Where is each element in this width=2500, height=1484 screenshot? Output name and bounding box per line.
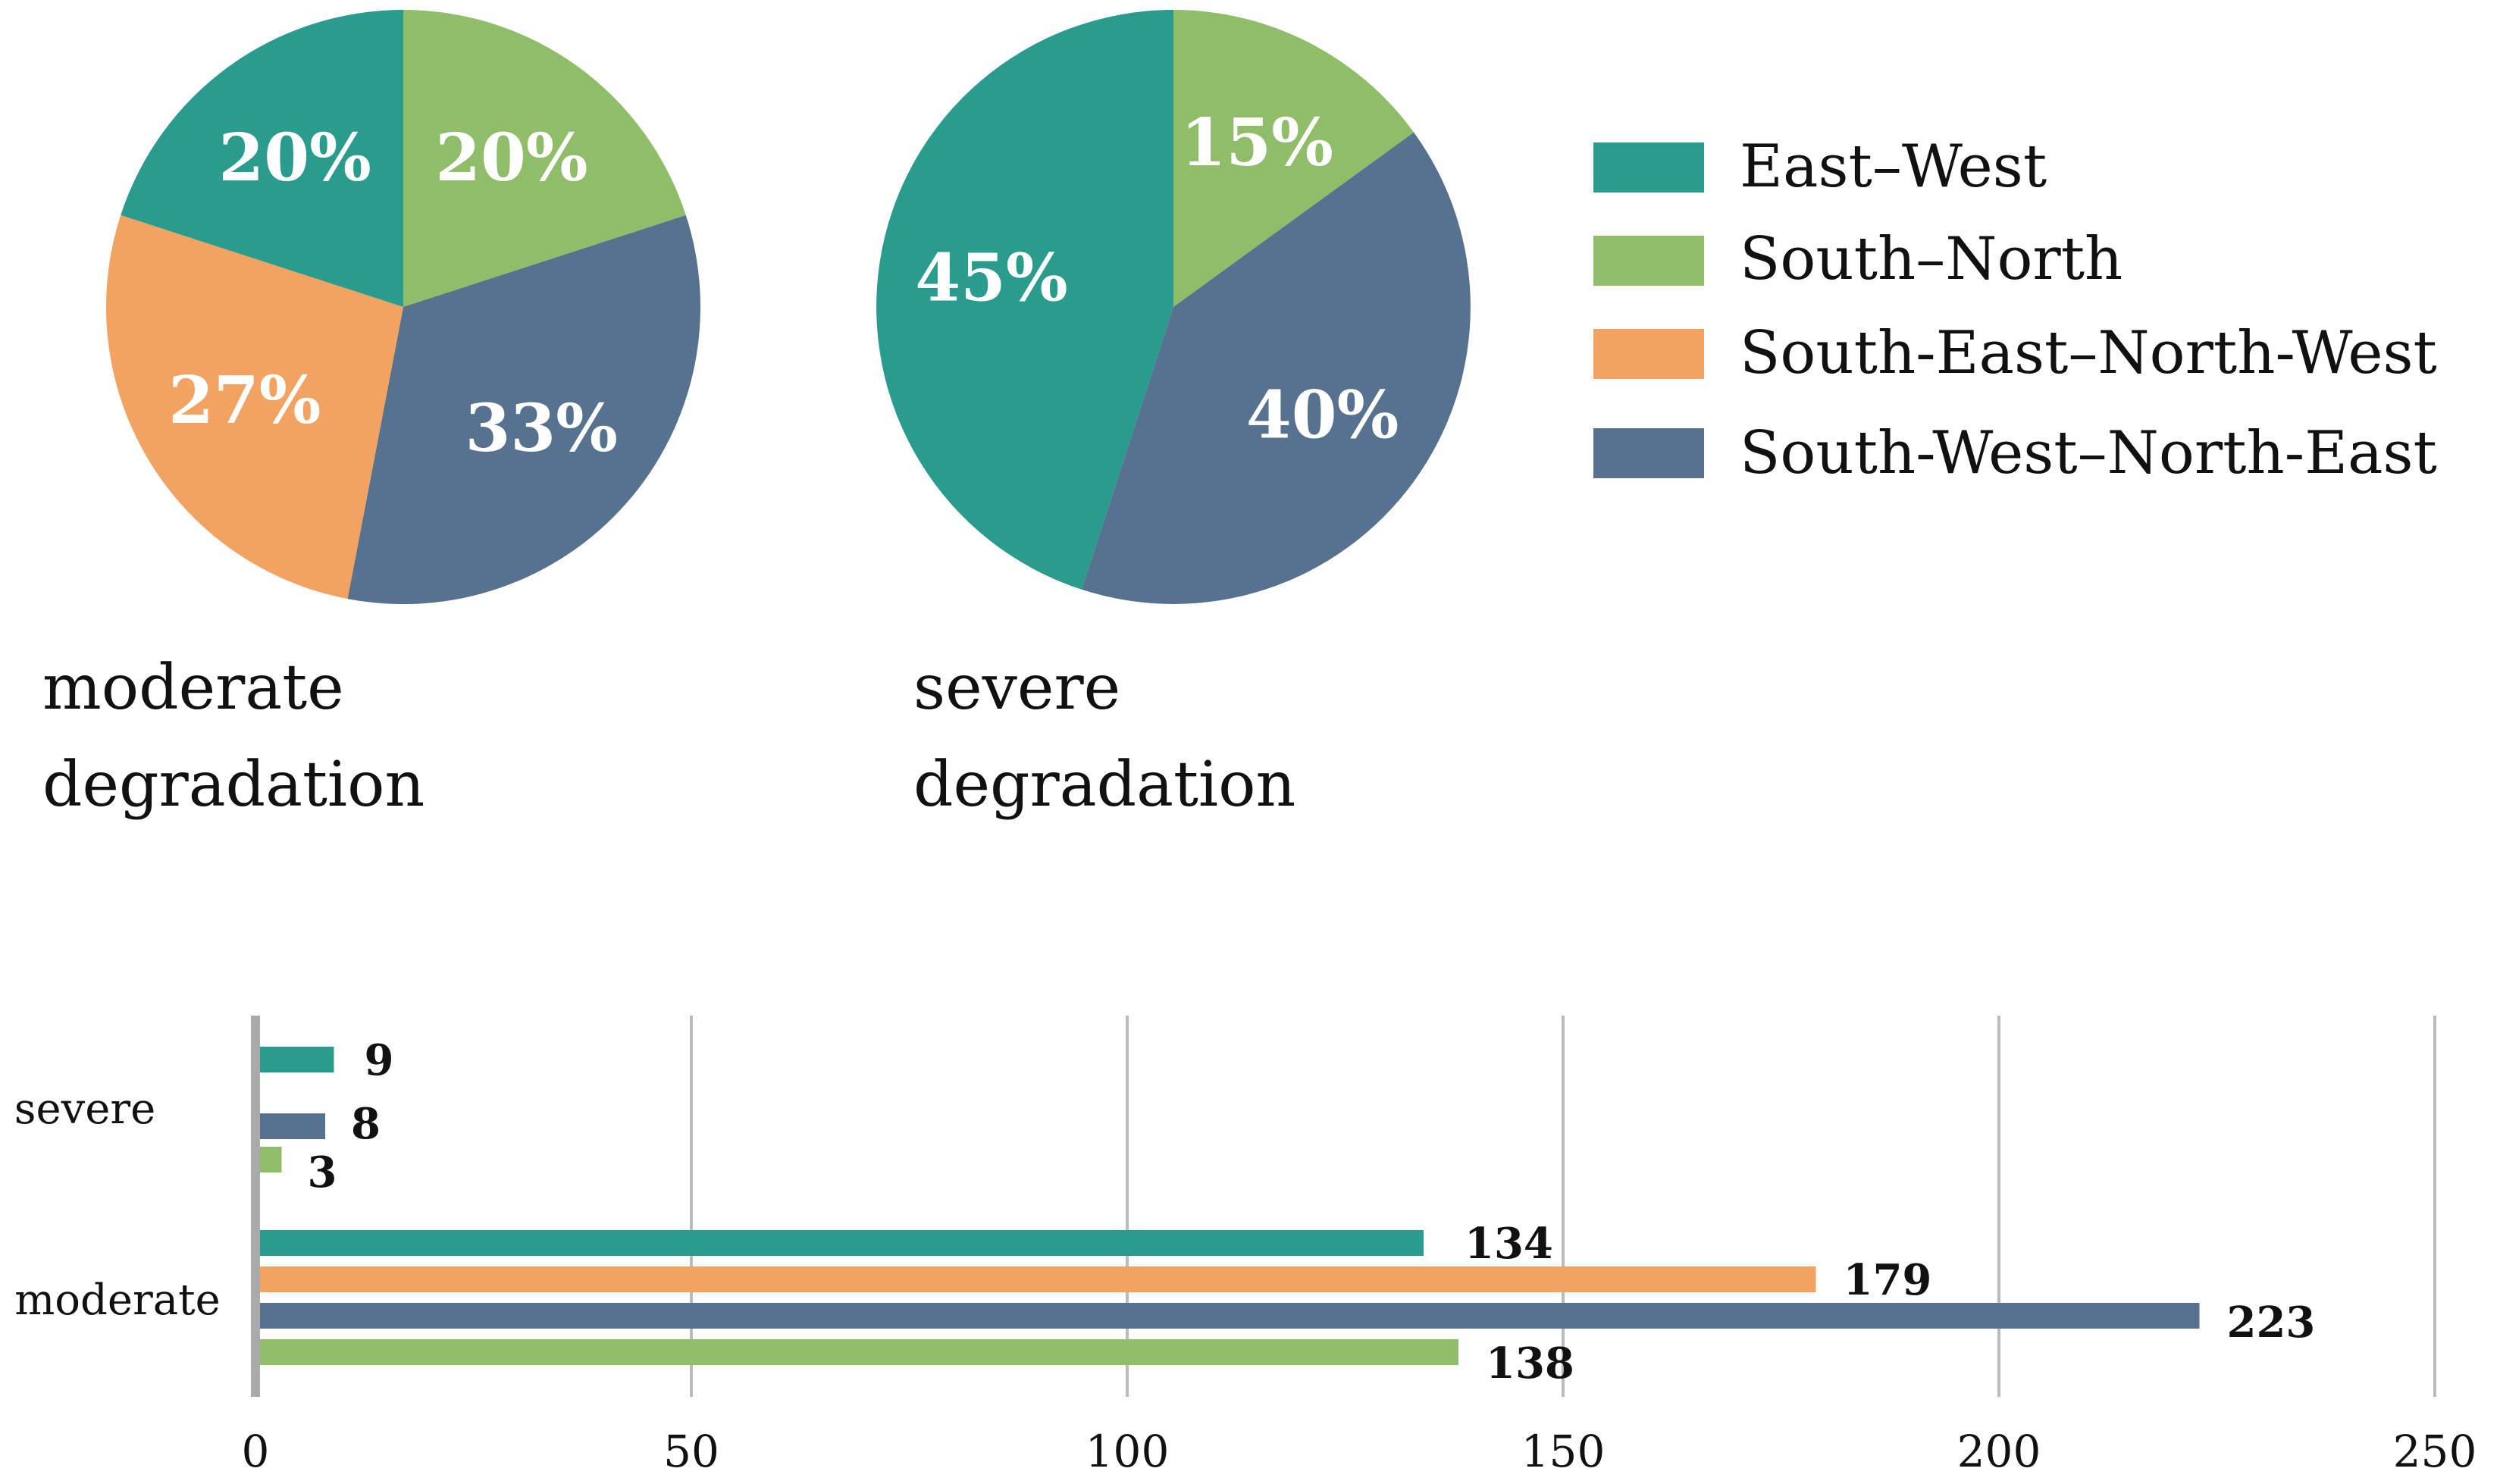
pie-titles: moderate degradation severe degradation xyxy=(42,652,1295,821)
bar-moderate-south-north xyxy=(260,1339,1458,1365)
bar-chart: 9 83 134 179 223 138 0 50 100 150 200 250 severe m… xyxy=(14,1016,2477,1477)
bar-x-tick-labels: 0 50 100 150 200 250 xyxy=(242,1426,2477,1477)
moderate-title-line-2: degradation xyxy=(42,749,424,821)
moderate-pie-chart: 20% 33% 27% 20% xyxy=(106,10,700,605)
moderate-slice-label-south-north: 20% xyxy=(435,120,587,196)
x-tick-label-50: 50 xyxy=(663,1426,719,1477)
legend-swatch-east-west xyxy=(1593,142,1704,193)
moderate-slice-south-north xyxy=(403,10,686,307)
severe-slice-label-south-north: 15% xyxy=(1181,105,1333,181)
moderate-slice-south-west-north-east xyxy=(347,214,700,605)
severe-slice-label-south-west-north-east: 40% xyxy=(1246,377,1399,453)
moderate-slice-east-west xyxy=(121,10,403,307)
bar-value-moderate-south-west-north-east: 223 xyxy=(2227,1298,2316,1348)
bar-value-severe-south-north: 3 xyxy=(308,1147,337,1198)
category-label-moderate: moderate xyxy=(14,1276,221,1325)
legend-label-southwest-northeast: South-West–North-East xyxy=(1740,419,2437,487)
bar-grid xyxy=(251,1016,2436,1397)
bar-severe-east-west xyxy=(260,1047,334,1072)
bar-value-moderate-east-west: 134 xyxy=(1465,1219,1553,1269)
bar-severe-south-west-north-east xyxy=(260,1113,325,1139)
moderate-slice-label-south-east-north-west: 27% xyxy=(168,362,321,439)
legend-swatch-southwest-northeast xyxy=(1593,428,1704,478)
legend-label-southeast-northwest: South-East–North-West xyxy=(1740,319,2437,387)
bar-value-moderate-south-east-north-west: 179 xyxy=(1844,1255,1932,1305)
legend-label-east-west: East–West xyxy=(1740,133,2047,201)
moderate-slice-label-south-west-north-east: 33% xyxy=(465,390,618,467)
bar-value-labels: 9 83 134 179 223 138 xyxy=(308,1035,2316,1389)
bar-moderate-south-west-north-east xyxy=(260,1303,2200,1329)
moderate-slice-south-east-north-west xyxy=(106,214,403,600)
severe-slice-south-west-north-east xyxy=(1081,132,1471,604)
x-tick-label-250: 250 xyxy=(2393,1426,2477,1477)
bar-value-moderate-south-north: 138 xyxy=(1486,1338,1574,1389)
moderate-title-line-1: moderate xyxy=(42,652,344,724)
bar-bars xyxy=(260,1047,2200,1365)
severe-pie-chart: 15% 40% 45% xyxy=(876,10,1471,604)
bar-value-severe-east-west: 9 xyxy=(365,1035,394,1085)
legend-swatch-south-north xyxy=(1593,236,1704,286)
severe-slice-label-east-west: 45% xyxy=(915,240,1067,317)
moderate-slice-label-east-west: 20% xyxy=(218,120,371,196)
x-tick-label-0: 0 xyxy=(242,1426,270,1477)
legend: East–West South–North South-East–North-W… xyxy=(1593,133,2437,487)
bar-moderate-east-west xyxy=(260,1230,1424,1256)
x-tick-label-200: 200 xyxy=(1957,1426,2041,1477)
bar-category-labels: severe moderate xyxy=(14,1085,221,1325)
severe-title-line-2: degradation xyxy=(913,749,1295,821)
legend-swatch-southeast-northwest xyxy=(1593,329,1704,379)
bar-severe-south-north xyxy=(260,1147,282,1172)
severe-slice-east-west xyxy=(876,10,1173,590)
legend-label-south-north: South–North xyxy=(1740,225,2122,293)
bar-moderate-south-east-north-west xyxy=(260,1266,1816,1292)
severe-slice-south-north xyxy=(1173,10,1414,307)
x-tick-label-150: 150 xyxy=(1521,1426,1606,1477)
x-tick-label-100: 100 xyxy=(1086,1426,1170,1477)
category-label-severe: severe xyxy=(14,1085,156,1134)
severe-title-line-1: severe xyxy=(913,652,1120,724)
bar-value-severe-south-west-north-east: 8 xyxy=(351,1099,381,1149)
